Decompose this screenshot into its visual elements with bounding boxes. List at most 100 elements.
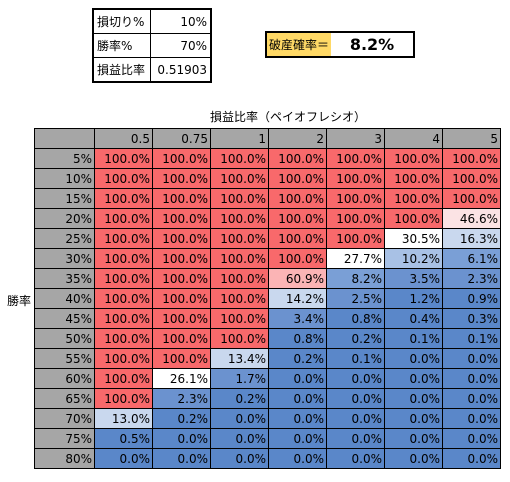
table-cell[interactable]: 100.0% xyxy=(326,188,385,209)
table-cell[interactable]: 2.3% xyxy=(442,268,501,289)
table-cell[interactable]: 100.0% xyxy=(384,168,443,189)
table-cell[interactable]: 100.0% xyxy=(326,208,385,229)
parameter-value[interactable]: 10% xyxy=(150,8,212,34)
row-header[interactable]: 5% xyxy=(34,148,95,169)
table-cell[interactable]: 100.0% xyxy=(210,248,269,269)
table-cell[interactable]: 16.3% xyxy=(442,228,501,249)
row-header[interactable]: 30% xyxy=(34,248,95,269)
table-cell[interactable]: 0.0% xyxy=(268,368,327,389)
table-cell[interactable]: 100.0% xyxy=(210,148,269,169)
table-cell[interactable]: 100.0% xyxy=(384,148,443,169)
table-cell[interactable]: 0.0% xyxy=(384,428,443,449)
table-cell[interactable]: 100.0% xyxy=(384,208,443,229)
table-cell[interactable]: 0.4% xyxy=(384,308,443,329)
table-cell[interactable]: 100.0% xyxy=(152,328,211,349)
table-cell[interactable]: 100.0% xyxy=(268,148,327,169)
table-cell[interactable]: 0.0% xyxy=(210,428,269,449)
table-cell[interactable]: 0.0% xyxy=(152,428,211,449)
table-cell[interactable]: 27.7% xyxy=(326,248,385,269)
table-cell[interactable]: 100.0% xyxy=(94,348,153,369)
table-cell[interactable]: 46.6% xyxy=(442,208,501,229)
table-cell[interactable]: 100.0% xyxy=(442,168,501,189)
table-cell[interactable]: 0.0% xyxy=(384,408,443,429)
table-cell[interactable]: 0.0% xyxy=(442,348,501,369)
column-header[interactable]: 0.75 xyxy=(152,128,211,149)
table-cell[interactable]: 2.5% xyxy=(326,288,385,309)
table-cell[interactable]: 100.0% xyxy=(94,188,153,209)
row-header[interactable]: 45% xyxy=(34,308,95,329)
table-cell[interactable]: 100.0% xyxy=(94,368,153,389)
table-cell[interactable]: 100.0% xyxy=(152,188,211,209)
table-cell[interactable]: 26.1% xyxy=(152,368,211,389)
parameter-value[interactable]: 70% xyxy=(150,33,212,58)
table-cell[interactable]: 6.1% xyxy=(442,248,501,269)
column-header[interactable]: 3 xyxy=(326,128,385,149)
table-cell[interactable]: 0.1% xyxy=(384,328,443,349)
table-cell[interactable]: 100.0% xyxy=(326,148,385,169)
table-cell[interactable]: 100.0% xyxy=(210,208,269,229)
table-cell[interactable]: 100.0% xyxy=(94,148,153,169)
parameter-value[interactable]: 0.51903 xyxy=(150,57,212,83)
parameter-label[interactable]: 損益比率 xyxy=(92,57,151,83)
table-cell[interactable]: 0.2% xyxy=(152,408,211,429)
table-cell[interactable]: 0.0% xyxy=(326,408,385,429)
table-cell[interactable]: 100.0% xyxy=(152,228,211,249)
row-header[interactable]: 60% xyxy=(34,368,95,389)
table-cell[interactable]: 0.0% xyxy=(442,448,501,469)
table-cell[interactable]: 0.0% xyxy=(384,448,443,469)
table-cell[interactable]: 60.9% xyxy=(268,268,327,289)
table-cell[interactable]: 1.7% xyxy=(210,368,269,389)
table-cell[interactable]: 0.8% xyxy=(268,328,327,349)
row-header[interactable]: 15% xyxy=(34,188,95,209)
row-header[interactable]: 70% xyxy=(34,408,95,429)
table-cell[interactable]: 100.0% xyxy=(152,288,211,309)
table-cell[interactable]: 100.0% xyxy=(210,328,269,349)
table-cell[interactable]: 2.3% xyxy=(152,388,211,409)
table-cell[interactable]: 0.0% xyxy=(268,428,327,449)
table-cell[interactable]: 0.0% xyxy=(210,448,269,469)
table-cell[interactable]: 100.0% xyxy=(210,308,269,329)
table-cell[interactable]: 0.0% xyxy=(326,448,385,469)
column-header[interactable]: 2 xyxy=(268,128,327,149)
table-cell[interactable]: 0.0% xyxy=(384,388,443,409)
table-cell[interactable]: 0.0% xyxy=(442,368,501,389)
table-cell[interactable]: 100.0% xyxy=(152,248,211,269)
table-cell[interactable]: 0.0% xyxy=(384,368,443,389)
table-cell[interactable]: 100.0% xyxy=(152,308,211,329)
table-cell[interactable]: 0.0% xyxy=(210,408,269,429)
row-header[interactable]: 10% xyxy=(34,168,95,189)
table-cell[interactable]: 100.0% xyxy=(152,268,211,289)
table-cell[interactable]: 100.0% xyxy=(210,288,269,309)
table-cell[interactable]: 0.0% xyxy=(268,388,327,409)
table-cell[interactable]: 100.0% xyxy=(384,188,443,209)
table-cell[interactable]: 100.0% xyxy=(152,208,211,229)
table-cell[interactable]: 100.0% xyxy=(94,168,153,189)
table-cell[interactable]: 0.0% xyxy=(326,368,385,389)
table-cell[interactable]: 0.0% xyxy=(442,408,501,429)
table-cell[interactable]: 30.5% xyxy=(384,228,443,249)
table-cell[interactable]: 8.2% xyxy=(326,268,385,289)
row-header[interactable]: 75% xyxy=(34,428,95,449)
table-cell[interactable]: 100.0% xyxy=(210,228,269,249)
table-cell[interactable]: 100.0% xyxy=(94,248,153,269)
table-cell[interactable]: 1.2% xyxy=(384,288,443,309)
table-cell[interactable]: 0.8% xyxy=(326,308,385,329)
table-cell[interactable]: 0.1% xyxy=(326,348,385,369)
row-header[interactable]: 40% xyxy=(34,288,95,309)
table-cell[interactable]: 0.2% xyxy=(326,328,385,349)
table-cell[interactable]: 100.0% xyxy=(268,228,327,249)
table-cell[interactable]: 13.4% xyxy=(210,348,269,369)
table-cell[interactable]: 0.0% xyxy=(268,448,327,469)
parameter-label[interactable]: 損切り% xyxy=(92,8,151,34)
table-cell[interactable]: 100.0% xyxy=(268,208,327,229)
table-cell[interactable]: 0.0% xyxy=(442,388,501,409)
row-header[interactable]: 25% xyxy=(34,228,95,249)
parameter-label[interactable]: 勝率% xyxy=(92,33,151,58)
table-cell[interactable]: 0.2% xyxy=(210,388,269,409)
table-cell[interactable]: 0.0% xyxy=(442,428,501,449)
table-cell[interactable]: 100.0% xyxy=(94,208,153,229)
table-cell[interactable]: 100.0% xyxy=(94,328,153,349)
table-cell[interactable]: 100.0% xyxy=(268,168,327,189)
table-cell[interactable]: 100.0% xyxy=(268,248,327,269)
table-cell[interactable]: 0.1% xyxy=(442,328,501,349)
